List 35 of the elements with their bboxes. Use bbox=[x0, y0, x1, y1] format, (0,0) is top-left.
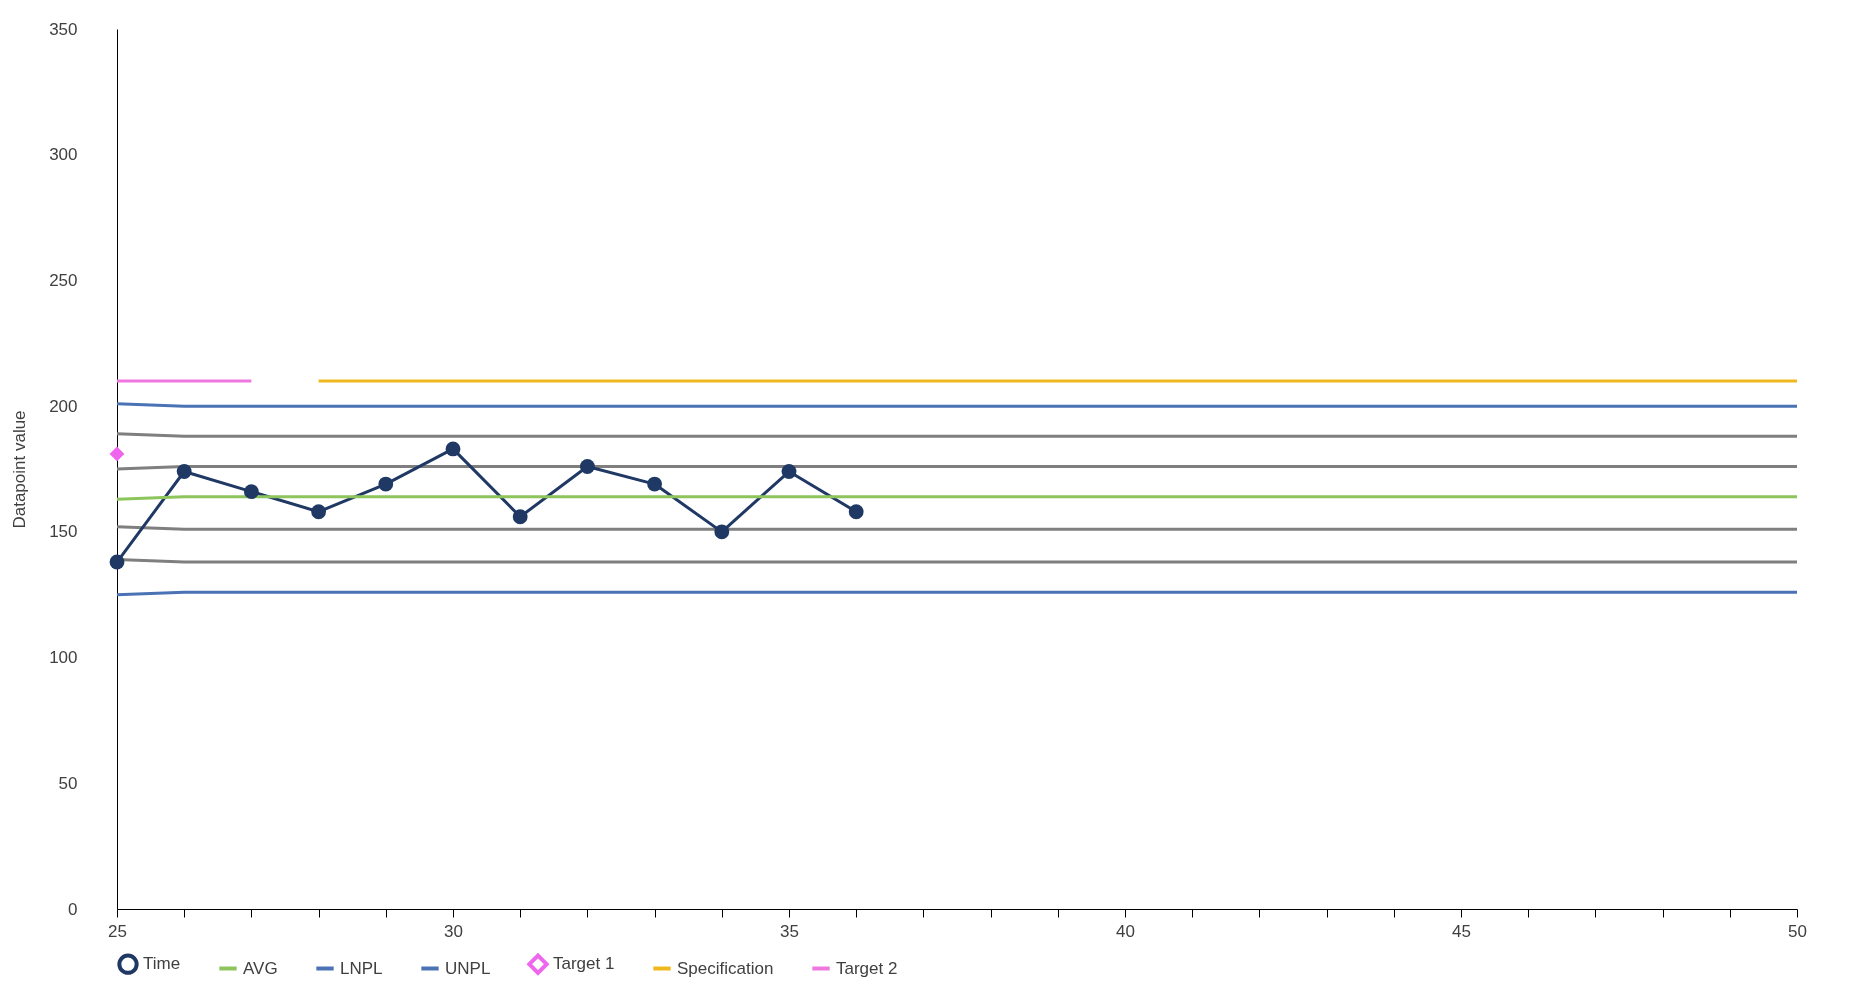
x-tick-label: 45 bbox=[1452, 921, 1471, 941]
y-tick-label: 250 bbox=[49, 270, 78, 290]
point bbox=[512, 509, 528, 525]
point bbox=[311, 504, 327, 520]
point bbox=[445, 441, 461, 457]
legend-label: Target 1 bbox=[553, 954, 615, 974]
point bbox=[848, 504, 864, 520]
x-tick-label: 40 bbox=[1116, 921, 1135, 941]
point bbox=[109, 446, 125, 462]
point bbox=[781, 464, 797, 479]
point bbox=[243, 484, 259, 500]
y-axis-title: Datapoint value bbox=[10, 410, 30, 529]
point bbox=[176, 464, 192, 479]
legend-label: UNPL bbox=[445, 958, 491, 978]
x-tick-label: 50 bbox=[1788, 921, 1807, 941]
y-tick-label: 0 bbox=[68, 899, 78, 919]
legend-label: Time bbox=[143, 954, 181, 974]
point bbox=[378, 476, 394, 492]
legend-label: LNPL bbox=[340, 958, 383, 978]
y-tick-label: 100 bbox=[49, 648, 78, 668]
point bbox=[647, 476, 663, 492]
x-tick-label: 25 bbox=[108, 921, 127, 941]
legend-label: Target 2 bbox=[836, 958, 898, 978]
y-tick-label: 150 bbox=[49, 522, 78, 542]
y-tick-label: 50 bbox=[58, 773, 78, 793]
legend-label: Specification bbox=[677, 958, 774, 978]
x-tick-label: 30 bbox=[444, 921, 463, 941]
legend-label: AVG bbox=[243, 958, 278, 978]
y-tick-label: 200 bbox=[49, 396, 78, 416]
point bbox=[714, 524, 730, 540]
point bbox=[579, 459, 595, 474]
y-tick-label: 350 bbox=[49, 19, 78, 39]
point bbox=[109, 554, 125, 570]
x-tick-label: 35 bbox=[780, 921, 799, 941]
y-tick-label: 300 bbox=[49, 145, 78, 165]
